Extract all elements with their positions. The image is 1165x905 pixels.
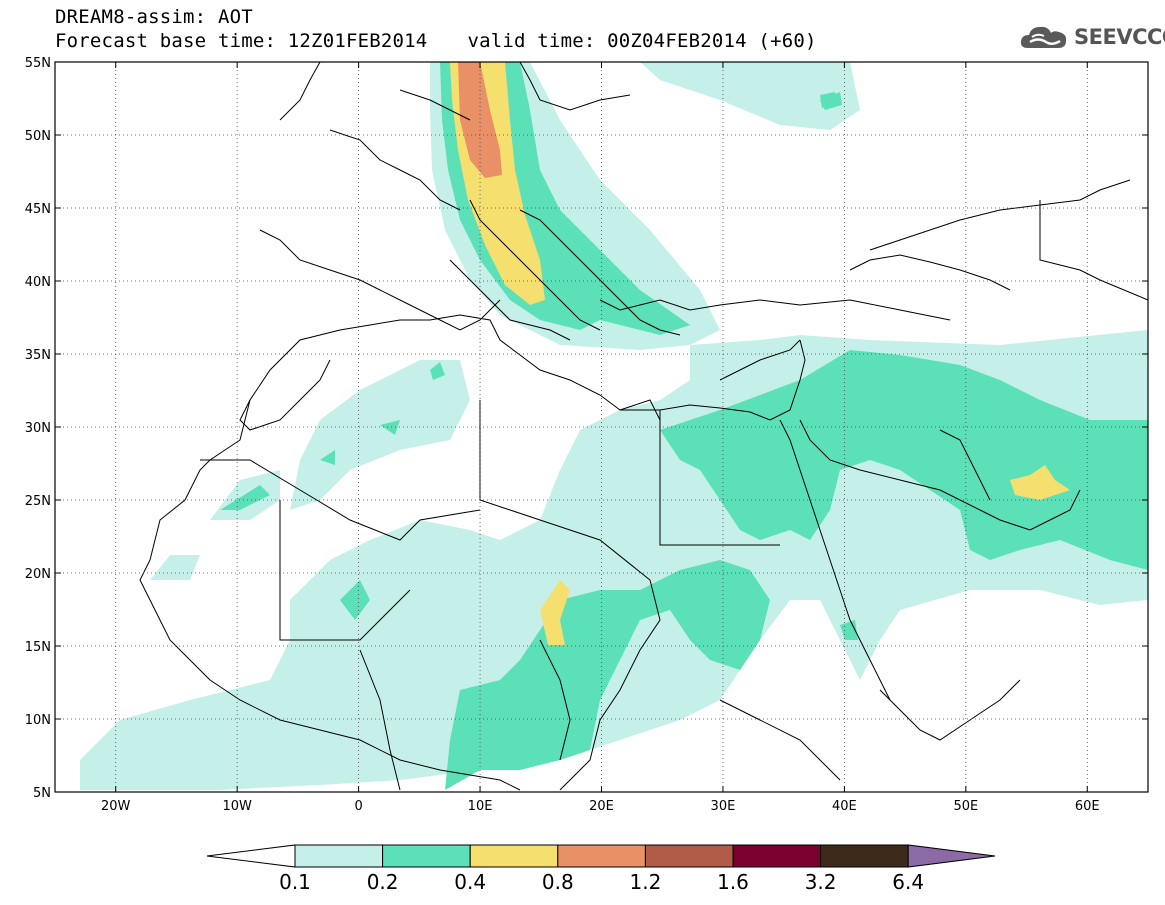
lon-tick-label: 50E	[953, 799, 978, 814]
colorbar-swatch	[382, 844, 471, 868]
colorbar-label: 1.6	[717, 870, 749, 894]
valid-time: valid time: 00Z04FEB2014 (+60)	[467, 30, 817, 52]
colorbar-label: 0.4	[454, 870, 486, 894]
colorbar-swatch	[732, 844, 822, 868]
lat-tick-label: 20N	[25, 567, 51, 582]
colorbar-label: 0.8	[542, 870, 574, 894]
colorbar-label: 0.2	[367, 870, 399, 894]
latitude-ticks: 55N 50N 45N 40N 35N 30N 25N 20N 15N 10N 5N	[25, 56, 1148, 801]
lon-tick-label: 20W	[101, 799, 131, 814]
graticule	[55, 62, 1148, 792]
lat-tick-label: 55N	[25, 56, 51, 71]
colorbar: 0.1 0.2 0.4 0.8 1.2 1.6 3.2 6.4	[206, 844, 996, 894]
colorbar-label: 3.2	[805, 870, 837, 894]
lat-tick-label: 50N	[25, 129, 51, 144]
colorbar-label: 0.1	[279, 870, 311, 894]
longitude-ticks: 20W 10W 0 10E 20E 30E 40E 50E 60E	[101, 62, 1100, 814]
base-time: Forecast base time: 12Z01FEB2014	[55, 30, 428, 52]
logo-text: SEEVCCC	[1074, 25, 1165, 49]
seevccc-logo: SEEVCCC	[1018, 22, 1165, 52]
lat-tick-label: 15N	[25, 640, 51, 655]
title-line-1: DREAM8-assim: AOT	[55, 6, 253, 28]
cloud-icon	[1020, 26, 1067, 48]
lat-tick-label: 35N	[25, 348, 51, 363]
lon-tick-label: 20E	[589, 799, 614, 814]
lat-tick-label: 30N	[25, 421, 51, 436]
lat-tick-label: 40N	[25, 275, 51, 290]
aot-level-0.8	[458, 62, 502, 178]
lat-tick-label: 5N	[33, 786, 51, 801]
colorbar-label: 1.2	[629, 870, 661, 894]
lon-tick-label: 0	[354, 799, 362, 814]
lon-tick-label: 30E	[711, 799, 736, 814]
lon-tick-label: 60E	[1075, 799, 1100, 814]
colorbar-swatch	[294, 844, 384, 868]
lat-tick-label: 10N	[25, 713, 51, 728]
aot-shading	[55, 62, 1148, 792]
lon-tick-label: 10W	[222, 799, 252, 814]
colorbar-under-triangle	[206, 844, 296, 868]
lon-tick-label: 10E	[468, 799, 493, 814]
colorbar-swatch	[469, 844, 559, 868]
coastlines	[139, 62, 1148, 791]
lon-tick-label: 40E	[832, 799, 857, 814]
colorbar-over-triangle	[907, 844, 996, 868]
lat-tick-label: 25N	[25, 494, 51, 509]
colorbar-swatch	[644, 844, 734, 868]
lat-tick-label: 45N	[25, 202, 51, 217]
title-line-2: Forecast base time: 12Z01FEB2014 valid ti…	[55, 30, 817, 52]
colorbar-swatch	[557, 844, 646, 868]
colorbar-label: 6.4	[892, 870, 924, 894]
colorbar-swatch	[820, 844, 909, 868]
